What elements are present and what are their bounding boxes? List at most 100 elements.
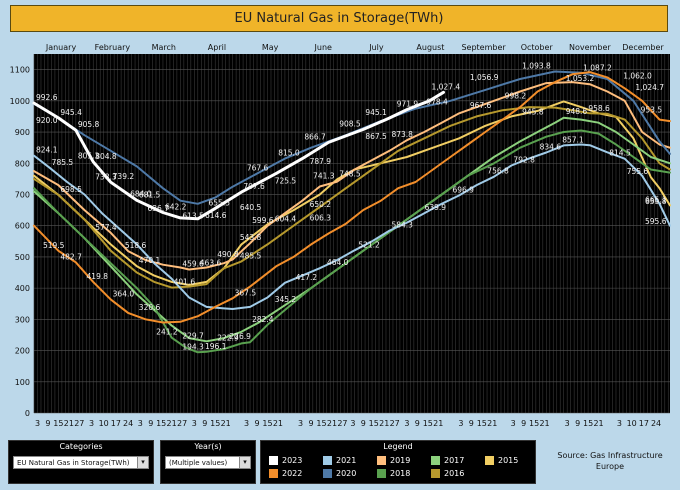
data-label: 241.2: [156, 328, 178, 337]
data-label: 401.6: [174, 278, 196, 287]
y-tick-label: 100: [15, 378, 30, 387]
data-label: 804.8: [95, 152, 117, 161]
categories-label: Categories: [59, 442, 103, 451]
data-label: 815.0: [278, 149, 300, 158]
x-tick-label: 3: [511, 419, 516, 428]
legend-label-text: 2018: [390, 469, 411, 478]
data-label: 464.0: [327, 258, 349, 267]
x-tick-label: 15: [210, 419, 220, 428]
years-select[interactable]: (Multiple values) ▾: [165, 456, 251, 469]
data-label: 967.6: [470, 101, 492, 110]
month-label: July: [368, 43, 384, 52]
y-tick-label: 900: [15, 128, 30, 137]
data-label: 867.5: [365, 132, 387, 141]
x-tick-label: 15: [583, 419, 593, 428]
chart-area: 0 100 200 300 400 500 600 700 800 900 1000 1100 Janu…: [0, 36, 680, 434]
x-tick-label: 3: [138, 419, 143, 428]
legend-label-text: 2016: [444, 469, 465, 478]
x-tick-label: 24: [651, 419, 661, 428]
month-label: August: [416, 43, 444, 52]
legend-label-text: 2020: [336, 469, 357, 478]
series-line-2018: [33, 129, 671, 354]
x-tick-label: 9: [254, 419, 259, 428]
data-label: 905.8: [78, 120, 100, 129]
years-filter: Year(s) (Multiple values) ▾: [160, 440, 256, 484]
data-label: 490.8: [217, 250, 239, 259]
data-label: 958.6: [588, 104, 610, 113]
data-label: 1,087.2: [583, 64, 612, 73]
x-tick-label: 3: [565, 419, 570, 428]
month-label: April: [208, 43, 226, 52]
month-label: October: [521, 43, 554, 52]
categories-select[interactable]: EU Natural Gas in Storage(TWh) ▾: [13, 456, 149, 469]
chevron-down-icon[interactable]: ▾: [137, 457, 148, 468]
x-tick-label: 17: [639, 419, 649, 428]
legend-item-2020: 2020: [323, 468, 356, 479]
data-label: 948.6: [566, 107, 588, 116]
data-label: 606.3: [310, 214, 332, 223]
data-label: 364.0: [113, 289, 135, 298]
legend-label-text: 2022: [282, 469, 303, 478]
legend-item-2017: 2017: [431, 455, 464, 466]
month-label: May: [262, 43, 279, 52]
data-label: 345.2: [275, 295, 297, 304]
source-note: Source: Gas Infrastructure Europe: [557, 451, 663, 471]
legend-swatch: [377, 469, 386, 478]
y-tick-label: 500: [15, 253, 30, 262]
data-label: 971.9: [397, 100, 419, 109]
data-label: 650.2: [310, 200, 332, 209]
month-label: February: [95, 43, 131, 52]
chevron-down-icon[interactable]: ▾: [239, 457, 250, 468]
data-label: 459.6: [182, 260, 204, 269]
x-tick-label: 27: [74, 419, 84, 428]
x-tick-label: 10: [627, 419, 637, 428]
data-label: 639.9: [425, 203, 447, 212]
legend-item-2022: 2022: [269, 468, 302, 479]
data-label: 614.6: [205, 211, 227, 220]
series-line-2016: [33, 106, 671, 289]
x-tick-label: 9: [45, 419, 50, 428]
data-label: 196.1: [205, 342, 227, 351]
y-tick-label: 400: [15, 284, 30, 293]
legend-swatch: [269, 456, 278, 465]
x-tick-label: 21: [487, 419, 497, 428]
data-label: 222.9: [217, 333, 239, 342]
legend-swatch: [485, 456, 494, 465]
data-label: 834.6: [540, 142, 562, 151]
data-label: 1,053.2: [566, 74, 595, 83]
x-tick-label: 9: [415, 419, 420, 428]
x-tick-label: 21: [539, 419, 549, 428]
data-label: 945.1: [365, 108, 387, 117]
data-label: 756.8: [487, 167, 509, 176]
series-line-2019: [33, 81, 671, 271]
legend-label-text: 2019: [390, 456, 411, 465]
x-tick-label: 27: [390, 419, 400, 428]
data-label: 229.7: [182, 331, 204, 340]
legend-label-text: 2015: [498, 456, 519, 465]
x-tick-label: 9: [575, 419, 580, 428]
data-label: 665.1: [645, 195, 667, 204]
y-tick-label: 1000: [10, 97, 30, 106]
data-label: 908.5: [339, 119, 361, 128]
y-tick-label: 700: [15, 190, 30, 199]
data-label: 824.1: [36, 146, 58, 155]
x-tick-label: 17: [111, 419, 121, 428]
data-label: 814.5: [609, 149, 631, 158]
data-label: 282.4: [252, 315, 274, 324]
data-label: 543.8: [240, 233, 262, 242]
legend-swatch: [377, 456, 386, 465]
x-tick-label: 3: [458, 419, 463, 428]
x-tick-label: 27: [337, 419, 347, 428]
data-label: 684.0: [130, 189, 152, 198]
data-label: 518.6: [125, 241, 147, 250]
data-label: 584.3: [391, 221, 413, 230]
data-label: 707.6: [243, 182, 265, 191]
legend-label-text: 2017: [444, 456, 465, 465]
data-label: 945.4: [60, 108, 82, 117]
data-label: 792.8: [513, 156, 535, 165]
x-tick-label: 21: [221, 419, 231, 428]
x-tick-label: 15: [423, 419, 433, 428]
x-tick-label: 21: [273, 419, 283, 428]
x-tick-label: 15: [53, 419, 63, 428]
x-tick-label: 15: [156, 419, 166, 428]
